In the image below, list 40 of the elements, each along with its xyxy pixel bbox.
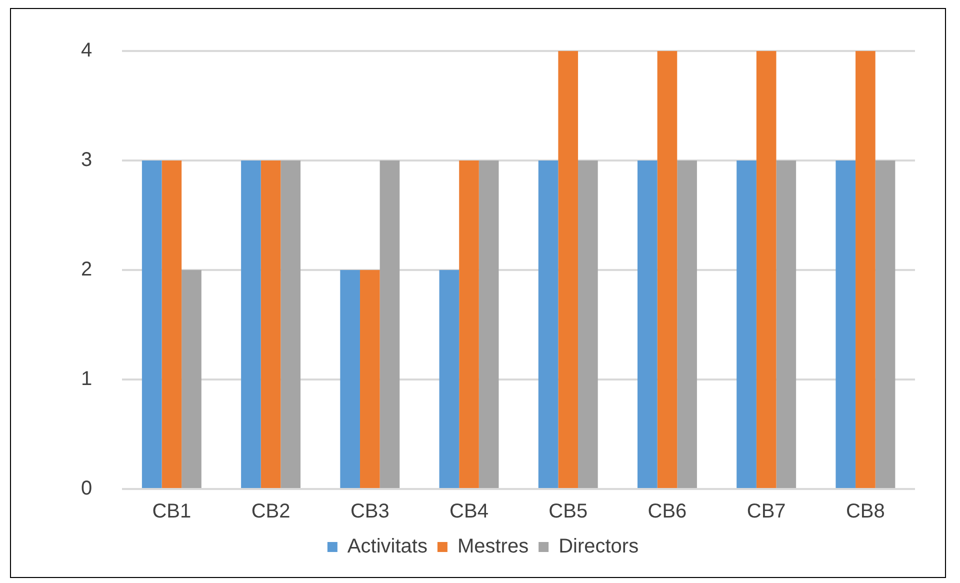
y-tick-label: 3 — [81, 149, 92, 172]
y-tick-label: 0 — [81, 478, 92, 500]
x-tick-label: CB1 — [152, 500, 192, 523]
bar — [360, 270, 380, 488]
bar — [736, 160, 756, 488]
bar — [776, 160, 796, 488]
bar — [380, 160, 400, 488]
y-tick-label: 1 — [81, 368, 92, 390]
bar — [836, 160, 856, 488]
bar — [756, 51, 776, 488]
x-tick-label: CB4 — [450, 500, 488, 523]
bar — [280, 160, 301, 488]
bar — [478, 160, 499, 488]
legend-label: Directors — [558, 536, 639, 558]
bar — [657, 51, 678, 488]
bar — [439, 270, 460, 488]
bar — [875, 160, 896, 488]
x-tick-label: CB7 — [746, 500, 786, 523]
legend-label: Activitats — [347, 536, 428, 558]
bar — [260, 160, 281, 488]
x-tick-label: CB8 — [846, 500, 885, 523]
bar — [578, 160, 598, 488]
x-tick-label: CB3 — [350, 500, 390, 523]
y-tick-label: 2 — [81, 258, 92, 281]
bar — [538, 160, 558, 488]
bar — [459, 160, 479, 488]
bar — [558, 51, 578, 488]
bar — [340, 270, 360, 488]
bar — [677, 160, 697, 488]
bar — [142, 160, 162, 488]
legend-label: Mestres — [457, 536, 529, 558]
y-tick-label: 4 — [81, 40, 92, 62]
bar — [241, 160, 261, 488]
x-tick-label: CB2 — [251, 500, 290, 523]
bar — [162, 160, 182, 488]
bar — [856, 51, 876, 488]
x-tick-label: CB6 — [648, 500, 687, 523]
bar — [637, 160, 658, 488]
bar — [182, 270, 202, 488]
x-tick-label: CB5 — [548, 500, 588, 523]
